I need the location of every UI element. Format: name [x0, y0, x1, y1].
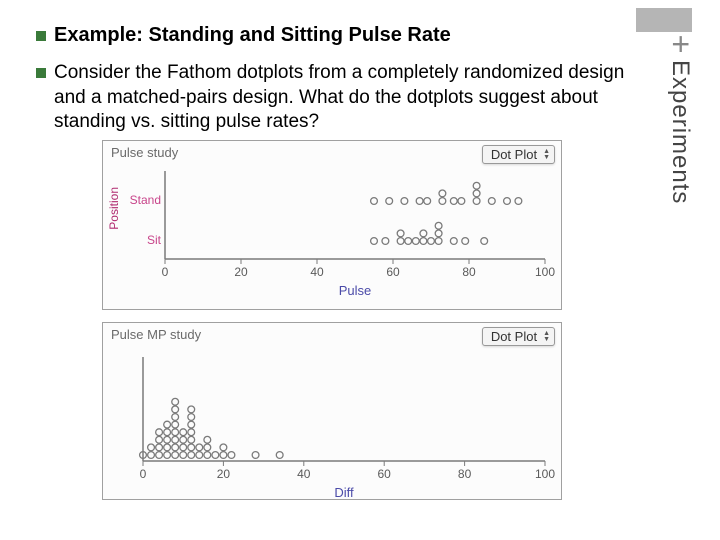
x-tick-label: 40 [297, 467, 310, 481]
plot-type-dropdown[interactable]: Dot Plot ▲▼ [482, 327, 555, 346]
x-tick-label: 20 [234, 265, 247, 279]
plot-svg [103, 349, 561, 501]
plus-icon: + [671, 26, 690, 63]
plots-area: Pulse study Dot Plot ▲▼ Position Stand S… [102, 140, 562, 512]
bullet-icon [36, 68, 46, 78]
category-label-sit: Sit [121, 233, 161, 247]
dotplot-pulse-study: Pulse study Dot Plot ▲▼ Position Stand S… [102, 140, 562, 310]
x-axis-label: Diff [143, 485, 545, 500]
x-tick-label: 80 [462, 265, 475, 279]
x-tick-label: 0 [140, 467, 147, 481]
chevron-updown-icon: ▲▼ [543, 331, 550, 343]
plot-title: Pulse MP study [111, 327, 201, 342]
x-axis-label: Pulse [165, 283, 545, 298]
plot-area: Position Stand Sit 0 20 40 60 80 100 Pulse [103, 167, 561, 309]
slide-content: Example: Standing and Sitting Pulse Rate… [36, 24, 636, 149]
section-vertical-label: Experiments [666, 60, 694, 204]
chevron-updown-icon: ▲▼ [543, 149, 550, 161]
x-tick-label: 0 [162, 265, 169, 279]
x-tick-label: 60 [378, 467, 391, 481]
title-text: Standing and Sitting Pulse Rate [143, 24, 451, 46]
x-tick-label: 100 [535, 467, 555, 481]
title-row: Example: Standing and Sitting Pulse Rate [36, 24, 636, 47]
category-label-stand: Stand [121, 193, 161, 207]
x-tick-label: 80 [458, 467, 471, 481]
slide-title: Example: Standing and Sitting Pulse Rate [54, 24, 451, 47]
x-tick-label: 100 [535, 265, 555, 279]
bullet-icon [36, 31, 46, 41]
body-text: Consider the Fathom dotplots from a comp… [54, 61, 636, 135]
x-tick-label: 40 [310, 265, 323, 279]
dropdown-label: Dot Plot [491, 329, 537, 344]
dotplot-pulse-mp-study: Pulse MP study Dot Plot ▲▼ 0 20 40 60 80 100 … [102, 322, 562, 500]
plot-type-dropdown[interactable]: Dot Plot ▲▼ [482, 145, 555, 164]
y-axis-label: Position [107, 187, 121, 230]
x-tick-label: 20 [217, 467, 230, 481]
body-row: Consider the Fathom dotplots from a comp… [36, 61, 636, 135]
plot-title: Pulse study [111, 145, 178, 160]
x-tick-label: 60 [386, 265, 399, 279]
plot-area: 0 20 40 60 80 100 Diff [103, 349, 561, 499]
dropdown-label: Dot Plot [491, 147, 537, 162]
title-label: Example: [54, 24, 143, 46]
